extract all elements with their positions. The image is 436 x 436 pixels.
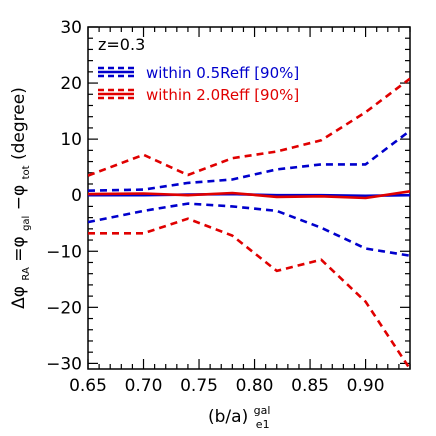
y-axis-label: Δφ RA =φ gal −φ tot (degree) bbox=[9, 87, 34, 309]
legend-item-0: within 0.5Reff [90%] bbox=[98, 64, 299, 82]
x-tick-label: 0.70 bbox=[125, 376, 163, 396]
legend-label-1: within 2.0Reff [90%] bbox=[146, 86, 299, 104]
axis-ticks bbox=[87, 26, 411, 369]
y-tick-label: −20 bbox=[46, 298, 82, 318]
series-line-blue-upper bbox=[88, 129, 410, 192]
y-tick-label: 10 bbox=[60, 130, 82, 150]
series-layer bbox=[88, 77, 410, 369]
tick-labels: 0.65 0.70 0.75 0.80 0.85 0.90 −30 −20 −10 0 10 20 30 bbox=[46, 18, 384, 396]
legend-item-1: within 2.0Reff [90%] bbox=[98, 86, 299, 104]
y-label-sub-gal: gal bbox=[21, 216, 32, 231]
y-label-sub-tot: tot bbox=[21, 165, 32, 179]
y-label-minus: −φ bbox=[9, 185, 29, 210]
x-tick-label: 0.90 bbox=[347, 376, 385, 396]
plot-frame bbox=[87, 26, 411, 370]
legend: within 0.5Reff [90%] within 2.0Reff [90%… bbox=[98, 64, 299, 104]
x-axis-label: (b/a) gal e1 bbox=[208, 399, 276, 431]
y-tick-label: 0 bbox=[71, 186, 82, 206]
y-label-sub-ra: RA bbox=[21, 267, 32, 281]
y-label-eq: =φ bbox=[9, 236, 29, 261]
y-tick-label: 30 bbox=[60, 18, 82, 38]
x-tick-label: 0.80 bbox=[236, 376, 274, 396]
y-tick-label: 20 bbox=[60, 74, 82, 94]
y-label-delta-phi: Δφ bbox=[9, 286, 29, 309]
x-axis-label-main: (b/a) bbox=[208, 407, 248, 427]
y-label-unit: (degree) bbox=[9, 87, 29, 160]
x-axis-label-sup: gal bbox=[254, 404, 271, 417]
x-tick-label: 0.75 bbox=[180, 376, 218, 396]
redshift-annotation: z=0.3 bbox=[98, 35, 145, 54]
x-tick-label: 0.65 bbox=[69, 376, 107, 396]
x-tick-label: 0.85 bbox=[291, 376, 329, 396]
x-axis-label-sub: e1 bbox=[256, 418, 270, 431]
series-line-red-upper bbox=[88, 77, 410, 177]
y-tick-label: −10 bbox=[46, 242, 82, 262]
series-line-blue-lower bbox=[88, 202, 410, 257]
y-tick-label: −30 bbox=[46, 354, 82, 374]
series-line-red-lower bbox=[88, 217, 410, 369]
legend-label-0: within 0.5Reff [90%] bbox=[146, 64, 299, 82]
series-line-red-median bbox=[88, 190, 410, 200]
